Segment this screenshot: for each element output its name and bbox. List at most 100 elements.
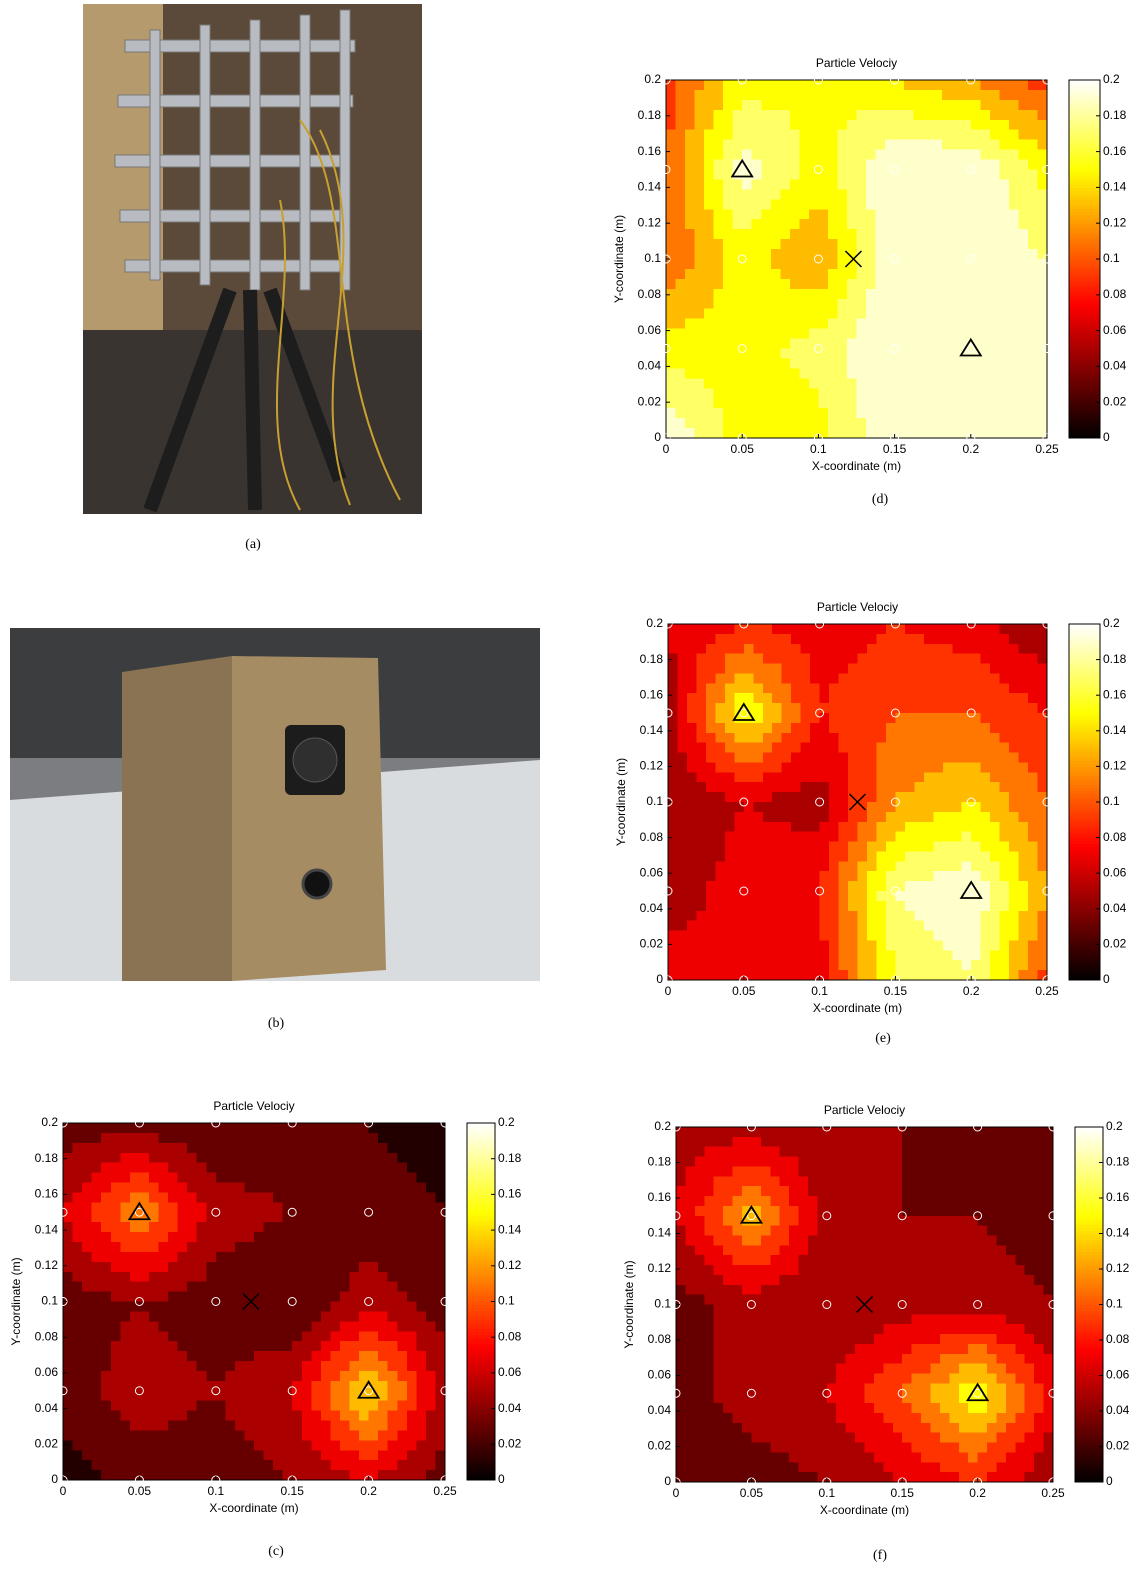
contour-cell [962,792,972,802]
contour-cell [923,140,933,151]
contour-cell [668,673,678,683]
contour-cell [914,209,924,220]
contour-cell [943,762,953,772]
contour-cell [120,1421,130,1432]
contour-cell [378,1371,388,1382]
contour-cell [706,911,716,921]
contour-cell [1028,733,1038,743]
contour-cell [695,179,705,190]
contour-cell [791,931,801,941]
contour-cell [101,1282,111,1293]
contour-cell [426,1212,436,1223]
contour-cell [952,219,962,230]
contour-cell [839,921,849,931]
contour-cell [111,1222,121,1233]
contour-cell [696,693,706,703]
contour-cell [886,871,896,881]
contour-cell [734,802,744,812]
contour-cell [971,871,981,881]
contour-cell [244,1143,254,1154]
contour-cell [904,289,914,300]
contour-cell [761,269,771,280]
contour-cell [895,179,905,190]
contour-cell [416,1361,426,1372]
contour-cell [706,871,716,881]
contour-cell [206,1421,216,1432]
contour-cell [753,634,763,644]
contour-cell [829,634,839,644]
contour-cell [847,378,857,389]
contour-cell [725,851,735,861]
contour-cell [772,911,782,921]
colorbar-tick-label: 0.1 [1103,794,1120,808]
contour-cell [895,189,905,200]
contour-cell [980,229,990,240]
contour-cell [292,1321,302,1332]
contour-cell [1018,358,1028,369]
contour-cell [895,950,905,960]
contour-cell [407,1302,417,1313]
contour-cell [734,683,744,693]
contour-cell [340,1232,350,1243]
contour-cell [771,259,781,270]
contour-cell [159,1470,169,1481]
contour-cell [858,664,868,674]
contour-cell [914,782,924,792]
contour-cell [847,80,857,91]
contour-cell [1018,209,1028,220]
contour-cell [311,1153,321,1164]
contour-cell [206,1460,216,1471]
contour-cell [168,1212,178,1223]
contour-cell [895,269,905,280]
contour-cell [254,1123,264,1134]
x-tick-label: 0.15 [884,984,908,998]
contour-cell [952,179,962,190]
contour-cell [292,1470,302,1481]
contour-cell [723,309,733,320]
contour-cell [168,1242,178,1253]
contour-cell [990,792,1000,802]
contour-cell [715,693,725,703]
contour-cell [426,1153,436,1164]
contour-cell [744,634,754,644]
contour-cell [321,1440,331,1451]
contour-cell [971,713,981,723]
contour-cell [63,1292,73,1303]
contour-cell [92,1192,102,1203]
contour-cell [734,762,744,772]
contour-cell [1037,219,1047,230]
contour-cell [904,130,914,141]
contour-cell [867,693,877,703]
contour-cell [187,1212,197,1223]
contour-cell [839,624,849,634]
contour-cell [359,1401,369,1412]
contour-cell [1038,762,1048,772]
contour-cell [82,1351,92,1362]
contour-cell [244,1153,254,1164]
colorbar-tick-label: 0.12 [498,1258,522,1272]
contour-cell [330,1411,340,1422]
contour-cell [668,743,678,753]
contour-cell [1018,120,1028,131]
contour-cell [858,713,868,723]
contour-cell [197,1252,207,1263]
contour-cell [799,259,809,270]
contour-cell [837,299,847,310]
contour-cell [254,1143,264,1154]
contour-cell [876,319,886,330]
contour-cell [139,1192,149,1203]
contour-cell [723,299,733,310]
contour-cell [761,90,771,101]
contour-cell [725,683,735,693]
contour-cell [990,329,1000,340]
contour-cell [687,624,697,634]
contour-cell [761,329,771,340]
contour-cell [273,1321,283,1332]
contour-cell [952,120,962,131]
contour-cell [677,753,687,763]
contour-cell [206,1163,216,1174]
contour-cell [895,812,905,822]
contour-cell [187,1430,197,1441]
contour-cell [340,1292,350,1303]
contour-cell [839,891,849,901]
